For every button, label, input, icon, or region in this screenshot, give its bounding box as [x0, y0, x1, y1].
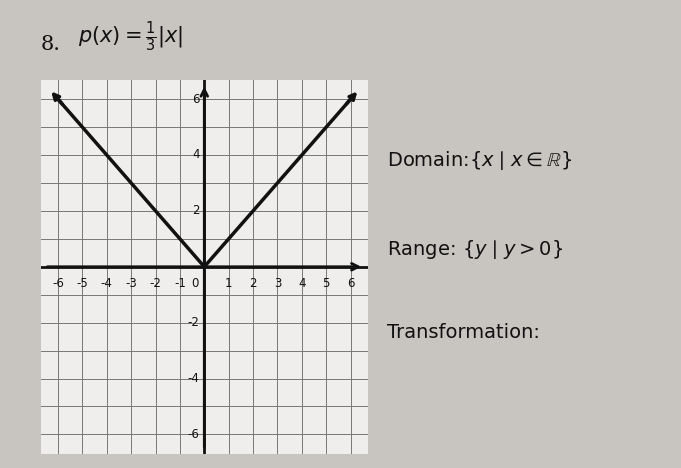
Text: -4: -4 [187, 372, 200, 385]
Text: 0: 0 [191, 277, 198, 290]
Text: 8.: 8. [41, 35, 61, 54]
Text: -2: -2 [150, 277, 161, 290]
Text: 3: 3 [274, 277, 281, 290]
Text: -3: -3 [125, 277, 137, 290]
Text: -1: -1 [174, 277, 186, 290]
Text: Range: $\{y\mid y>0\}$: Range: $\{y\mid y>0\}$ [387, 238, 563, 262]
Text: 6: 6 [347, 277, 354, 290]
Text: 2: 2 [192, 205, 200, 217]
Text: 2: 2 [249, 277, 257, 290]
Text: 4: 4 [192, 148, 200, 161]
Text: Domain:$\{x\mid x\in\mathbb{R}\}$: Domain:$\{x\mid x\in\mathbb{R}\}$ [387, 148, 572, 172]
Text: 6: 6 [192, 93, 200, 106]
Text: 1: 1 [225, 277, 232, 290]
Text: $p(x) = \frac{1}{3}|x|$: $p(x) = \frac{1}{3}|x|$ [78, 19, 184, 54]
Text: -4: -4 [101, 277, 112, 290]
Text: -6: -6 [187, 428, 200, 441]
Text: -2: -2 [187, 316, 200, 329]
Text: Transformation:: Transformation: [387, 323, 540, 342]
Text: 5: 5 [323, 277, 330, 290]
Text: -5: -5 [76, 277, 89, 290]
Text: -6: -6 [52, 277, 64, 290]
Text: 4: 4 [298, 277, 306, 290]
